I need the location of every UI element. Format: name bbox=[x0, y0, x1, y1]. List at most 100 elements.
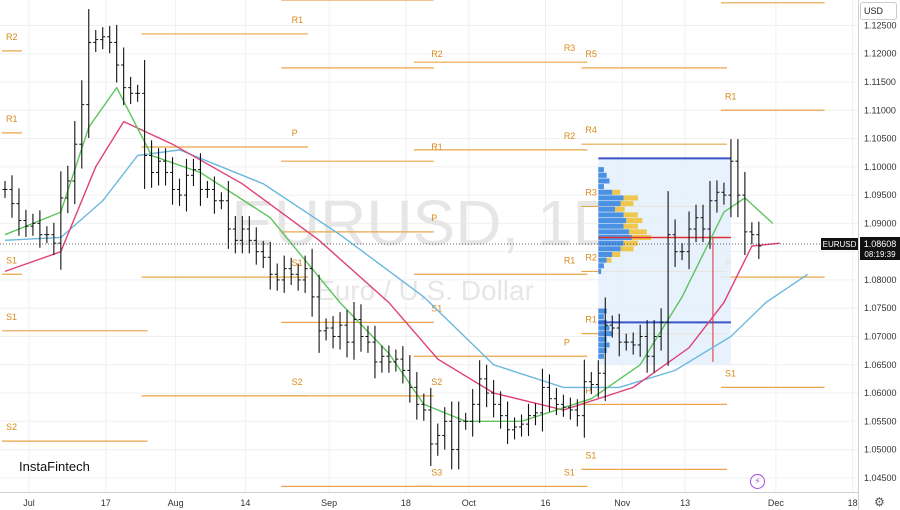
moving-averages bbox=[4, 86, 809, 422]
volume-profile-bar-hl bbox=[623, 240, 638, 246]
price-axis[interactable]: 1.12500 1.12000 1.11500 1.11000 1.10500 1.100… bbox=[864, 20, 897, 482]
volume-profile-area bbox=[598, 158, 731, 365]
volume-profile-bar bbox=[598, 246, 621, 252]
y-tick-label: 1.05500 bbox=[864, 416, 897, 426]
volume-profile-bar bbox=[598, 342, 610, 348]
y-tick-label: 1.09500 bbox=[864, 190, 897, 200]
volume-profile-bar bbox=[598, 257, 607, 263]
pivot-label: S2 bbox=[292, 377, 303, 387]
x-tick-label: Dec bbox=[768, 498, 785, 508]
x-tick-label: 17 bbox=[101, 498, 111, 508]
volume-profile-bar-hl bbox=[629, 229, 647, 235]
y-tick-label: 1.06000 bbox=[864, 388, 897, 398]
price-tag-symbol-bg bbox=[821, 238, 858, 250]
x-tick-label: 13 bbox=[680, 498, 690, 508]
grid bbox=[0, 0, 858, 492]
pivot-label: P bbox=[564, 337, 570, 347]
volume-profile-bar bbox=[598, 325, 610, 331]
pivot-label: S1 bbox=[6, 255, 17, 265]
pivot-label: S1 bbox=[564, 467, 575, 477]
x-tick-label: Oct bbox=[462, 498, 477, 508]
price-tag-symbol: EURUSD bbox=[823, 240, 857, 249]
volume-profile-bar-hl bbox=[626, 218, 643, 224]
pivot-label: S1 bbox=[725, 368, 736, 378]
moving-average-sma_green bbox=[4, 86, 774, 422]
watermark-description: Euro / U.S. Dollar bbox=[316, 275, 534, 306]
volume-profile-bar bbox=[598, 184, 604, 190]
volume-profile-bar bbox=[598, 189, 613, 195]
volume-profile-bar-hl bbox=[612, 251, 621, 258]
price-tag-countdown: 08:19:39 bbox=[864, 250, 896, 259]
pivot-label: P bbox=[585, 385, 591, 395]
time-axis[interactable]: Jul 17 Aug 14 Sep 18 Oct 16 Nov 13 Dec 18 bbox=[23, 498, 857, 508]
moving-average-sma_blue bbox=[4, 149, 809, 389]
pivot-label: S1 bbox=[6, 312, 17, 322]
lightning-icon[interactable]: ⚡ bbox=[750, 474, 765, 489]
pivot-label: S3 bbox=[431, 467, 442, 477]
volume-profile-bar bbox=[598, 195, 624, 201]
price-tag-price-bg bbox=[860, 237, 900, 260]
volume-profile-bar-hl bbox=[606, 257, 612, 263]
pivot-label: R4 bbox=[585, 125, 597, 135]
y-tick-label: 1.06500 bbox=[864, 360, 897, 370]
pivot-label: S1 bbox=[292, 258, 303, 268]
pivot-label: S2 bbox=[431, 377, 442, 387]
volume-profile-bar bbox=[598, 206, 616, 212]
x-tick-label: 16 bbox=[541, 498, 551, 508]
pivot-label: S1 bbox=[585, 450, 596, 460]
volume-profile-bar bbox=[598, 314, 604, 320]
moving-average-sma_red bbox=[4, 120, 780, 411]
volume-profile-bar bbox=[598, 240, 624, 246]
pivot-label: R3 bbox=[564, 43, 576, 53]
volume-profile-bar-hl bbox=[620, 201, 634, 207]
volume-profile-bar bbox=[598, 218, 627, 224]
y-tick-label: 1.09000 bbox=[864, 218, 897, 228]
volume-profile-bar bbox=[598, 348, 607, 354]
pivot-label: R1 bbox=[431, 142, 443, 152]
volume-profile-bar bbox=[598, 178, 610, 184]
pivot-label: S2 bbox=[6, 422, 17, 432]
y-tick-label: 1.07500 bbox=[864, 303, 897, 313]
pivot-label: R1 bbox=[6, 114, 18, 124]
pivot-label: R1 bbox=[564, 255, 576, 265]
volume-profile-bar-hl bbox=[623, 195, 638, 201]
pivot-label: R2 bbox=[585, 252, 597, 262]
y-tick-label: 1.12500 bbox=[864, 20, 897, 30]
x-tick-label: Jul bbox=[23, 498, 35, 508]
volume-profile-bar-hl bbox=[620, 246, 634, 252]
brand-logo: InstaFintech bbox=[19, 459, 90, 474]
y-tick-label: 1.12000 bbox=[864, 49, 897, 59]
y-tick-label: 1.07000 bbox=[864, 331, 897, 341]
volume-profile-bar-hl bbox=[623, 212, 638, 218]
volume-profile-bar bbox=[598, 263, 604, 269]
pivot-label: R2 bbox=[6, 32, 18, 42]
volume-profile-bar bbox=[598, 251, 613, 258]
y-tick-label: 1.05000 bbox=[864, 445, 897, 455]
volume-profile-bar bbox=[598, 167, 604, 173]
volume-profile-bar-hl bbox=[612, 189, 621, 195]
x-tick-label: Sep bbox=[321, 498, 337, 508]
pivot-label: R2 bbox=[564, 131, 576, 141]
y-tick-label: 1.04500 bbox=[864, 473, 897, 483]
y-tick-label: 1.10500 bbox=[864, 134, 897, 144]
watermark-symbol: EURUSD, 1D bbox=[231, 187, 619, 259]
price-tag: EURUSD 1.08608 08:19:39 bbox=[821, 237, 900, 260]
gear-icon[interactable]: ⚙ bbox=[874, 495, 885, 509]
volume-profile-bar bbox=[598, 229, 630, 235]
pivot-label: R1 bbox=[292, 15, 304, 25]
volume-profile-bar bbox=[598, 172, 607, 178]
pivot-label: S1 bbox=[431, 303, 442, 313]
volume-profile bbox=[598, 157, 731, 365]
pivot-label: P bbox=[431, 213, 437, 223]
x-tick-label: Nov bbox=[614, 498, 631, 508]
ohlc-bars bbox=[2, 9, 762, 470]
pivot-label: R5 bbox=[585, 49, 597, 59]
y-tick-label: 1.08000 bbox=[864, 275, 897, 285]
volume-profile-bar bbox=[598, 308, 607, 314]
volume-profile-bar bbox=[598, 201, 621, 207]
y-tick-label: 1.11500 bbox=[864, 77, 896, 87]
volume-profile-bar bbox=[598, 212, 624, 218]
y-tick-label: 1.10000 bbox=[864, 162, 897, 172]
currency-selector[interactable]: USD bbox=[860, 2, 897, 20]
